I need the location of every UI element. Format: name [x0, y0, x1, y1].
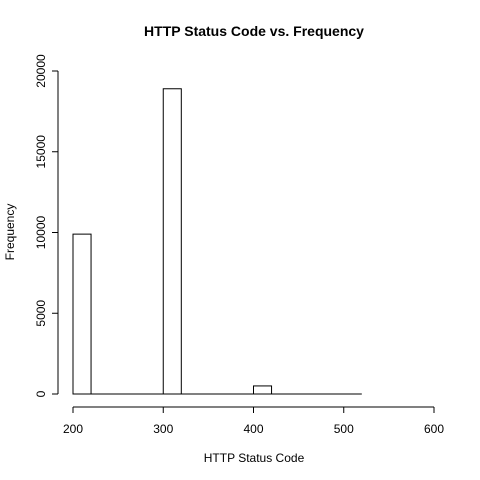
x-tick-label-500: 500: [334, 422, 354, 436]
y-tick-label-0: 0: [34, 390, 48, 397]
chart-title: HTTP Status Code vs. Frequency: [144, 23, 364, 39]
histogram-bar-400-420: [253, 385, 273, 395]
y-tick-label-10000: 10000: [34, 215, 48, 249]
x-axis: 200 300 400 500 600: [63, 406, 444, 436]
x-axis-label: HTTP Status Code: [204, 451, 305, 465]
histogram-bar-200-220: [72, 233, 92, 395]
y-tick-label-15000: 15000: [34, 135, 48, 169]
y-tick-label-20000: 20000: [34, 54, 48, 88]
x-tick-label-300: 300: [153, 422, 173, 436]
histogram-bar-300-320: [162, 88, 182, 395]
y-axis: 0 5000 10000 15000 20000: [34, 54, 59, 397]
y-tick-label-5000: 5000: [34, 300, 48, 327]
bars-layer: [72, 88, 362, 395]
x-tick-label-200: 200: [63, 422, 83, 436]
x-tick-label-400: 400: [243, 422, 263, 436]
x-tick-label-600: 600: [424, 422, 444, 436]
y-axis-label: Frequency: [3, 204, 17, 261]
